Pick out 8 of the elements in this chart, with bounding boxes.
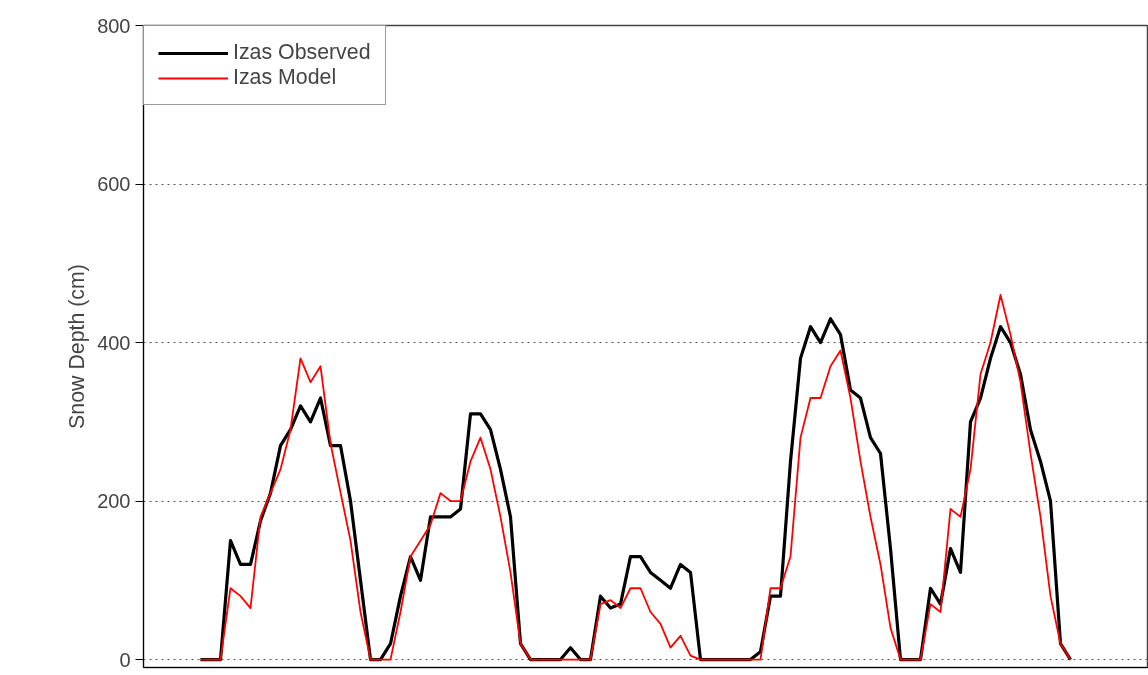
y-tick-label: 200 (97, 490, 131, 513)
y-axis-title: Snow Depth (cm) (65, 264, 90, 429)
y-tick-label: 0 (119, 648, 131, 671)
legend-label: Izas Model (233, 65, 337, 90)
y-tick-label: 600 (97, 173, 131, 196)
y-tick-label: 400 (97, 331, 131, 354)
legend-label: Izas Observed (233, 40, 371, 65)
y-tick-label: 800 (97, 14, 131, 37)
